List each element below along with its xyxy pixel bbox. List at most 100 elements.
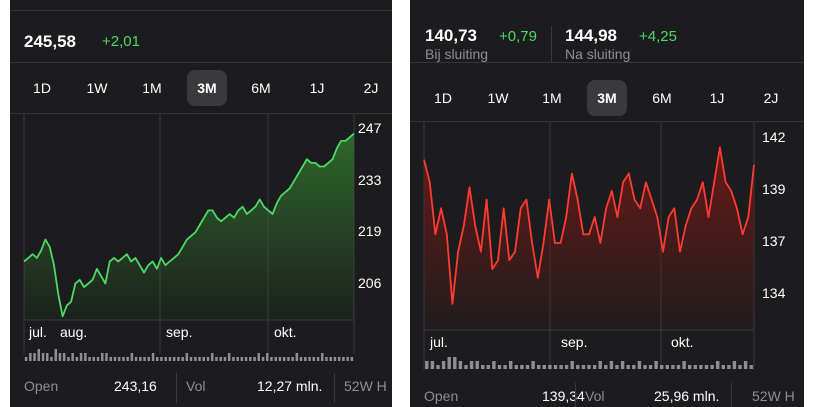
volume-bar <box>727 365 731 369</box>
volume-bar <box>469 361 474 369</box>
volume-bar <box>312 357 315 361</box>
volume-bar <box>486 365 490 369</box>
volume-bar <box>676 365 681 369</box>
price-chart[interactable] <box>410 122 804 370</box>
volume-bar <box>189 357 193 361</box>
volume-bar <box>270 357 273 361</box>
y-tick-label: 206 <box>358 275 382 291</box>
divider <box>731 383 732 407</box>
volume-bar <box>721 365 725 369</box>
y-tick-label: 134 <box>762 285 786 301</box>
x-tick-label: sep. <box>561 334 588 350</box>
volume-bar <box>632 365 636 369</box>
volume-bar <box>156 357 159 361</box>
volume-bar <box>329 357 332 361</box>
volume-bar <box>542 365 546 369</box>
volume-bar <box>62 353 66 361</box>
volume-bar <box>274 357 277 361</box>
stats-row: Open 243,16 Vol 12,27 mln. 52W H <box>10 370 392 407</box>
volume-bar <box>509 361 513 369</box>
volume-bar <box>321 353 324 361</box>
volume-bar <box>430 361 435 369</box>
volume-bar <box>194 357 197 361</box>
range-1j[interactable]: 1J <box>309 80 325 96</box>
volume-bar <box>308 357 311 361</box>
range-3m[interactable]: 3M <box>187 70 227 106</box>
stat-label-vol: Vol <box>585 388 605 404</box>
volume-bar <box>464 365 468 369</box>
volume-bar <box>109 357 112 361</box>
range-3m[interactable]: 3M <box>587 80 627 116</box>
volume-bar <box>295 353 299 361</box>
volume-bar <box>177 357 180 361</box>
range-6m[interactable]: 6M <box>652 90 672 106</box>
volume-bar <box>126 357 129 361</box>
volume-bar <box>587 365 591 369</box>
divider <box>575 383 576 407</box>
volume-bar <box>37 349 40 361</box>
volume-bar <box>101 353 104 361</box>
range-6m[interactable]: 6M <box>251 80 271 96</box>
volume-bar <box>665 365 669 369</box>
stat-label-open: Open <box>424 388 459 404</box>
volume-bar <box>475 361 479 369</box>
volume-bar <box>592 365 597 369</box>
y-tick-label: 142 <box>762 129 786 145</box>
volume-bar <box>134 357 138 361</box>
volume-bar <box>615 365 619 369</box>
volume-bar <box>648 365 653 369</box>
volume-bar <box>436 365 440 369</box>
range-1d[interactable]: 1D <box>33 80 51 96</box>
range-selector: 1D 1W 1M 3M 6M 1J 2J <box>410 76 804 120</box>
volume-bar <box>548 365 552 369</box>
quote-header: 245,58 +2,01 <box>10 0 392 63</box>
range-1w[interactable]: 1W <box>86 80 108 96</box>
price-value: 245,58 <box>24 32 76 51</box>
close-price-value: 140,73 <box>425 26 477 45</box>
after-hours-price-value: 144,98 <box>565 26 617 45</box>
volume-bar <box>743 361 748 369</box>
volume-bar <box>637 361 642 369</box>
volume-bar <box>79 353 83 361</box>
range-1m[interactable]: 1M <box>142 80 162 96</box>
volume-bar <box>41 353 45 361</box>
divider <box>10 10 392 11</box>
range-1w[interactable]: 1W <box>487 90 509 106</box>
after-hours-price-change: +4,25 <box>639 28 677 45</box>
y-tick-label: 233 <box>358 172 382 188</box>
volume-bar <box>333 357 337 361</box>
volume-bar <box>71 353 74 361</box>
y-tick-label: 137 <box>762 233 786 249</box>
volume-bar <box>50 357 53 361</box>
volume-bar <box>350 357 354 361</box>
volume-bar <box>682 361 686 369</box>
volume-bar <box>278 357 282 361</box>
range-1m[interactable]: 1M <box>542 90 562 106</box>
range-1j[interactable]: 1J <box>709 90 725 106</box>
range-1d[interactable]: 1D <box>434 90 452 106</box>
volume-bar <box>620 361 625 369</box>
volume-bar <box>564 365 569 369</box>
volume-bar <box>716 361 720 369</box>
volume-bar <box>453 357 457 369</box>
volume-bar <box>164 357 167 361</box>
volume-bar <box>570 361 574 369</box>
volume-bar <box>732 361 737 369</box>
volume-bar <box>244 357 248 361</box>
range-2j[interactable]: 2J <box>363 80 379 96</box>
price-chart[interactable] <box>10 114 392 364</box>
volume-bar <box>710 365 714 369</box>
volume-bar <box>660 365 664 369</box>
y-tick-label: 247 <box>358 120 382 136</box>
volume-bar <box>481 365 485 369</box>
volume-bar <box>458 361 463 369</box>
y-tick-label: 139 <box>762 181 786 197</box>
volume-bar <box>559 365 563 369</box>
volume-bar <box>749 365 753 369</box>
volume-bar <box>688 365 692 369</box>
volume-bar <box>223 357 227 361</box>
range-2j[interactable]: 2J <box>763 90 779 106</box>
volume-bar <box>215 357 218 361</box>
price-line <box>423 146 755 305</box>
quote-header: 140,73 +0,79 Bij sluiting 144,98 +4,25 N… <box>410 0 804 63</box>
